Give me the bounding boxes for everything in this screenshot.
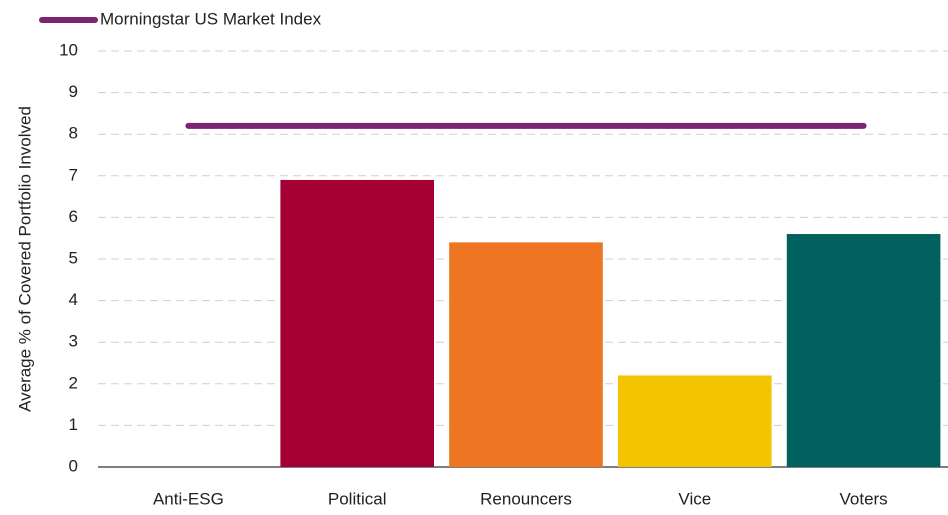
y-tick-label: 10: [59, 40, 78, 59]
y-tick-label: 3: [69, 332, 78, 351]
y-tick-label: 1: [69, 415, 78, 434]
bar: [449, 242, 603, 467]
y-tick-label: 7: [69, 165, 78, 184]
bar: [280, 179, 435, 467]
y-axis-label: Average % of Covered Portfolio Involved: [15, 106, 34, 412]
x-tick-label: Voters: [839, 489, 887, 508]
x-tick-label: Anti-ESG: [153, 489, 224, 508]
x-tick-label: Renouncers: [480, 489, 572, 508]
x-tick-label: Political: [328, 489, 387, 508]
y-tick-label: 5: [69, 248, 78, 267]
y-tick-label: 4: [69, 290, 78, 309]
y-tick-label: 2: [69, 373, 78, 392]
bar: [617, 375, 772, 467]
legend-label: Morningstar US Market Index: [100, 9, 322, 28]
y-tick-label: 0: [69, 456, 78, 475]
y-tick-label: 6: [69, 207, 78, 226]
y-tick-label: 9: [69, 82, 78, 101]
bar: [786, 234, 941, 467]
x-tick-label: Vice: [678, 489, 711, 508]
y-tick-label: 8: [69, 124, 78, 143]
